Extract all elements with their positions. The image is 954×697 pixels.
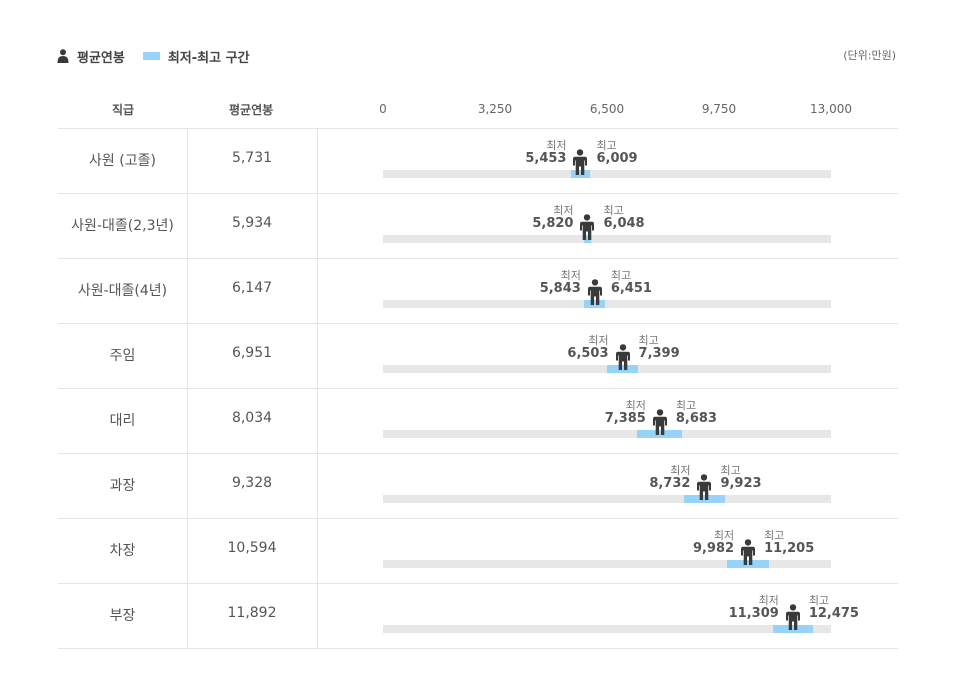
row-divider <box>58 388 898 389</box>
range-bar <box>683 495 725 503</box>
avg-salary-value: 11,892 <box>227 605 277 621</box>
avg-person-marker <box>785 604 801 630</box>
rank-label: 부장 <box>109 608 136 624</box>
min-value: 7,385 <box>604 411 646 426</box>
row-divider <box>58 258 898 259</box>
header-avg: 평균연봉 <box>229 103 274 117</box>
rank-label: 차장 <box>109 543 136 559</box>
header-rank: 직급 <box>112 103 135 117</box>
avg-salary-value: 8,034 <box>231 410 273 426</box>
row-divider <box>58 583 898 584</box>
x-tick-label: 0 <box>379 102 387 116</box>
unit-label: (단위:만원) <box>843 49 896 62</box>
min-label: 최저 <box>625 399 646 412</box>
bar-track <box>383 235 831 243</box>
max-label: 최고 <box>808 594 830 607</box>
column-divider <box>317 128 318 648</box>
min-label: 최저 <box>670 464 691 477</box>
range-bar <box>772 625 813 633</box>
max-label: 최고 <box>720 464 741 477</box>
row-divider <box>58 193 898 194</box>
range-bar <box>607 365 638 373</box>
avg-salary-value: 10,594 <box>227 540 277 556</box>
bar-track <box>383 300 831 308</box>
min-value: 9,982 <box>692 541 735 556</box>
legend-range-label: 최저-최고 구간 <box>167 50 250 66</box>
rank-label: 과장 <box>109 478 136 494</box>
range-bar <box>584 300 606 308</box>
bar-track <box>383 495 831 503</box>
bar-track <box>383 365 831 373</box>
avg-person-marker <box>579 214 595 240</box>
max-label: 최고 <box>596 139 617 152</box>
max-value: 8,683 <box>675 411 717 426</box>
min-label: 최저 <box>713 529 735 542</box>
max-label: 최고 <box>675 399 697 412</box>
avg-person-marker <box>572 149 588 175</box>
max-label: 최고 <box>603 204 624 217</box>
range-bar <box>583 235 592 243</box>
legend-range-swatch <box>142 52 160 60</box>
min-label: 최저 <box>758 594 779 607</box>
avg-salary-value: 5,731 <box>231 150 273 166</box>
min-label: 최저 <box>560 269 581 282</box>
rank-label: 사원-대졸(4년) <box>77 283 168 299</box>
max-value: 12,475 <box>808 606 859 621</box>
rank-label: 주임 <box>109 348 136 364</box>
avg-person-marker <box>652 409 668 435</box>
x-tick-label: 9,750 <box>701 102 737 116</box>
max-value: 6,009 <box>596 151 638 166</box>
avg-person-marker <box>696 474 712 500</box>
avg-person-marker <box>615 344 631 370</box>
max-value: 6,451 <box>610 281 652 296</box>
min-value: 5,820 <box>532 216 574 231</box>
x-tick-label: 3,250 <box>477 102 513 116</box>
max-value: 7,399 <box>638 346 680 361</box>
range-bar <box>637 430 683 438</box>
max-label: 최고 <box>610 269 632 282</box>
x-tick-label: 6,500 <box>589 102 625 116</box>
avg-salary-value: 9,328 <box>231 475 273 491</box>
legend-avg-label: 평균연봉 <box>77 50 125 66</box>
person-icon <box>57 49 69 63</box>
bar-track <box>383 625 831 633</box>
row-divider <box>58 453 898 454</box>
avg-salary-value: 6,951 <box>231 345 273 361</box>
bar-track <box>383 560 831 568</box>
bar-track <box>383 170 831 178</box>
row-divider <box>58 128 898 129</box>
range-bar <box>726 560 770 568</box>
row-divider <box>58 323 898 324</box>
column-divider <box>187 128 188 648</box>
rank-label: 사원-대졸(2,3년) <box>71 218 174 234</box>
min-value: 6,503 <box>567 346 609 361</box>
min-label: 최저 <box>588 334 609 347</box>
min-value: 5,843 <box>539 281 581 296</box>
avg-salary-value: 5,934 <box>231 215 273 231</box>
max-label: 최고 <box>638 334 659 347</box>
min-value: 5,453 <box>525 151 567 166</box>
max-value: 6,048 <box>603 216 645 231</box>
rank-label: 대리 <box>109 413 136 429</box>
rank-label: 사원 (고졸) <box>89 153 156 169</box>
min-label: 최저 <box>546 139 567 152</box>
row-divider <box>58 518 898 519</box>
avg-person-marker <box>740 539 756 565</box>
row-divider <box>58 648 898 649</box>
avg-person-marker <box>587 279 603 305</box>
max-value: 9,923 <box>720 476 762 491</box>
min-value: 8,732 <box>649 476 691 491</box>
max-value: 11,205 <box>764 541 815 556</box>
legend: 평균연봉 최저-최고 구간 <box>57 46 250 66</box>
bar-track <box>383 430 831 438</box>
x-tick-label: 13,000 <box>810 102 852 116</box>
range-bar <box>570 170 591 178</box>
min-label: 최저 <box>553 204 574 217</box>
min-value: 11,309 <box>728 606 779 621</box>
avg-salary-value: 6,147 <box>231 280 273 296</box>
max-label: 최고 <box>764 529 785 542</box>
